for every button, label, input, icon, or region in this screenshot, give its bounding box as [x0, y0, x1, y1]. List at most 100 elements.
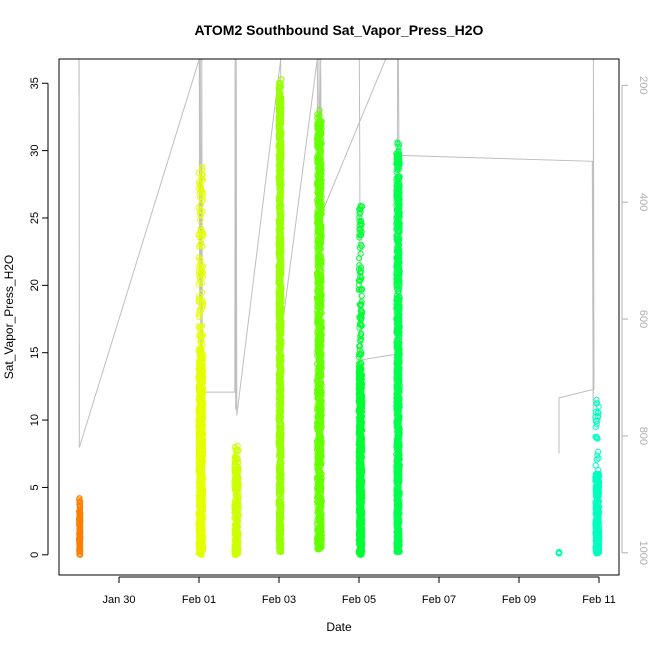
data-point	[195, 544, 203, 552]
data-point	[357, 435, 364, 442]
data-point	[76, 549, 83, 556]
data-point	[275, 144, 282, 151]
data-point	[394, 419, 401, 426]
data-point	[232, 533, 239, 540]
data-point	[276, 250, 283, 257]
data-point	[357, 232, 364, 239]
data-point	[317, 511, 325, 519]
data-point	[395, 423, 402, 430]
data-point	[277, 413, 284, 420]
data-point	[356, 467, 363, 474]
data-point	[76, 528, 83, 535]
data-point	[197, 228, 204, 235]
data-point	[315, 373, 322, 380]
data-point	[314, 158, 321, 165]
data-point	[276, 361, 283, 368]
data-point	[555, 550, 563, 557]
data-point	[196, 544, 203, 551]
data-point	[356, 490, 363, 498]
data-point	[276, 515, 283, 522]
secondary-line-layer	[78, 58, 595, 454]
data-point	[355, 363, 363, 370]
data-point	[198, 174, 205, 181]
data-point	[277, 425, 284, 432]
data-point	[318, 180, 325, 187]
data-point	[277, 114, 284, 121]
data-point	[317, 154, 324, 161]
data-point	[396, 324, 403, 331]
data-point	[195, 409, 202, 416]
data-point	[277, 241, 284, 248]
data-point	[395, 538, 402, 546]
data-point	[197, 445, 204, 452]
data-point	[396, 329, 403, 336]
data-point	[357, 455, 364, 462]
data-point	[396, 249, 403, 256]
data-point	[394, 197, 402, 204]
data-point	[393, 517, 400, 524]
data-point	[317, 213, 324, 221]
data-point	[314, 360, 321, 367]
data-point	[315, 337, 322, 344]
data-point	[357, 387, 364, 394]
data-point	[317, 325, 324, 332]
data-point	[394, 496, 401, 503]
data-point	[197, 384, 204, 391]
data-point	[318, 184, 325, 191]
data-point	[276, 421, 284, 428]
data-point	[316, 328, 323, 335]
data-point	[276, 323, 284, 330]
data-point	[318, 486, 325, 493]
points-layer	[76, 76, 603, 558]
data-point	[234, 484, 241, 492]
data-point	[234, 550, 241, 557]
data-point	[314, 287, 321, 294]
data-point	[315, 391, 322, 398]
data-point	[276, 91, 283, 98]
data-point	[199, 197, 206, 204]
data-point	[199, 243, 206, 250]
data-point	[314, 239, 321, 246]
data-point	[396, 141, 403, 148]
data-point	[395, 514, 402, 521]
data-point	[315, 541, 322, 548]
data-point	[277, 229, 284, 236]
data-point	[276, 87, 283, 95]
data-point	[394, 317, 401, 324]
data-point	[314, 406, 321, 413]
data-point	[76, 520, 83, 527]
data-point	[198, 354, 205, 361]
data-point	[357, 206, 364, 213]
data-point	[278, 478, 285, 485]
data-point	[76, 507, 83, 514]
series-3	[231, 442, 242, 558]
data-point	[315, 223, 322, 230]
data-point	[195, 311, 202, 318]
data-point	[199, 190, 206, 197]
data-point	[593, 495, 601, 502]
data-point	[395, 288, 402, 295]
data-point	[358, 510, 365, 517]
data-point	[276, 518, 283, 525]
data-point	[316, 378, 323, 385]
data-point	[394, 480, 401, 487]
data-point	[358, 504, 365, 511]
data-point	[395, 144, 402, 151]
data-point	[275, 121, 282, 128]
data-point	[394, 439, 401, 446]
data-point	[356, 351, 363, 358]
data-point	[197, 183, 204, 190]
data-point	[276, 157, 283, 164]
data-point	[314, 254, 321, 261]
data-point	[356, 516, 363, 523]
data-point	[396, 413, 403, 420]
data-point	[198, 472, 205, 479]
data-point	[317, 477, 324, 484]
data-point	[393, 406, 400, 413]
data-point	[197, 462, 204, 469]
data-point	[235, 511, 242, 518]
data-point	[395, 546, 402, 553]
data-point	[198, 187, 205, 194]
data-point	[396, 297, 403, 304]
